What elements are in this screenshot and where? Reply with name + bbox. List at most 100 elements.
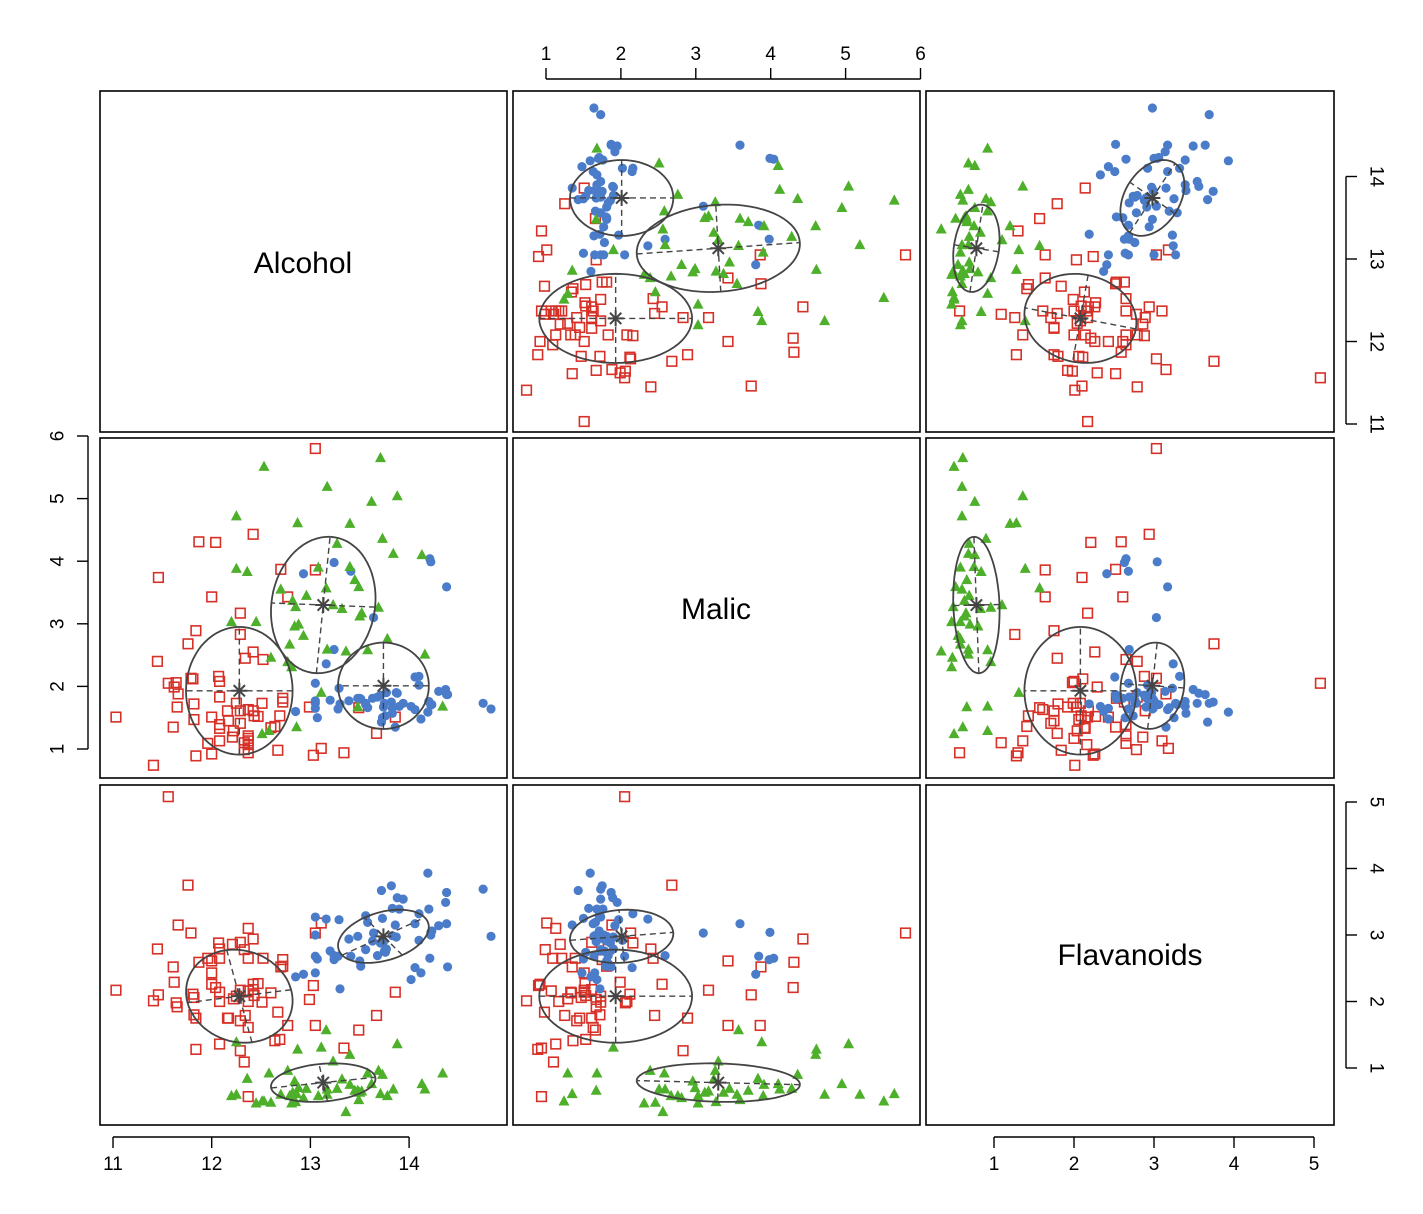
tick-label-alcohol: 12 xyxy=(1366,331,1387,352)
point-class3 xyxy=(282,655,294,667)
point-class3 xyxy=(225,615,237,627)
tick-label-flavanoids: 4 xyxy=(1366,863,1387,874)
point-class2 xyxy=(1068,732,1080,744)
point-class2 xyxy=(206,978,218,990)
point-class2 xyxy=(1069,384,1081,396)
point-class2 xyxy=(242,1090,254,1103)
point-class3 xyxy=(888,194,900,205)
point-class2 xyxy=(624,988,636,1000)
point-class3 xyxy=(996,234,1008,245)
point-class2 xyxy=(547,952,559,964)
point-class2 xyxy=(242,1021,254,1034)
point-class3 xyxy=(320,582,332,593)
point-class2 xyxy=(532,250,545,263)
point-class2 xyxy=(649,1009,661,1022)
point-class3 xyxy=(962,547,974,558)
point-class3 xyxy=(265,651,277,662)
point-class2 xyxy=(257,952,269,964)
point-class3 xyxy=(792,192,804,203)
point-class3 xyxy=(373,601,385,612)
point-class1 xyxy=(344,696,354,706)
tick-label-malic: 2 xyxy=(616,44,627,65)
point-class3 xyxy=(658,205,670,216)
point-class1 xyxy=(1223,156,1233,166)
point-class2 xyxy=(578,415,590,428)
point-class2 xyxy=(247,933,259,945)
tick-label-malic: 6 xyxy=(48,431,69,442)
point-class1 xyxy=(1144,222,1154,232)
point-class3 xyxy=(566,1087,578,1099)
point-class3 xyxy=(982,700,994,711)
panel-frame-flavanoids-vs-alcohol xyxy=(99,784,508,1126)
point-class2 xyxy=(1160,363,1172,376)
point-class1 xyxy=(312,954,322,964)
point-class1 xyxy=(376,885,387,896)
point-class2 xyxy=(586,322,598,334)
point-class2 xyxy=(745,380,757,392)
diag-label-alcohol: Alcohol xyxy=(254,247,352,280)
point-class3 xyxy=(692,298,704,309)
point-class3 xyxy=(724,256,736,267)
point-class2 xyxy=(602,329,614,341)
point-class3 xyxy=(292,517,304,528)
point-class3 xyxy=(293,1081,305,1093)
point-class2 xyxy=(277,696,289,708)
point-class1 xyxy=(423,707,433,717)
point-class1 xyxy=(1095,170,1105,180)
point-class2 xyxy=(797,933,809,945)
point-class2 xyxy=(566,368,578,380)
point-class3 xyxy=(258,460,270,471)
point-class3 xyxy=(810,1048,822,1059)
point-class3 xyxy=(961,573,973,585)
point-class2 xyxy=(554,938,566,950)
point-class3 xyxy=(419,648,431,659)
point-class1 xyxy=(1188,141,1198,151)
point-class2 xyxy=(315,742,327,754)
point-class3 xyxy=(954,246,966,257)
point-class2 xyxy=(666,355,678,367)
point-class2 xyxy=(242,739,254,751)
point-class2 xyxy=(1009,628,1021,641)
point-class1 xyxy=(620,250,630,260)
centroid-mark xyxy=(609,989,623,1003)
point-class2 xyxy=(272,744,284,756)
point-class2 xyxy=(995,308,1007,320)
point-class1 xyxy=(601,961,611,971)
point-class2 xyxy=(1009,311,1021,324)
centroid-mark xyxy=(1074,684,1087,698)
point-class3 xyxy=(718,1086,730,1097)
point-class3 xyxy=(352,701,364,712)
point-class1 xyxy=(628,909,638,919)
point-class2 xyxy=(213,1038,226,1050)
point-class3 xyxy=(312,1089,324,1101)
point-class2 xyxy=(1082,415,1094,428)
point-class2 xyxy=(1051,652,1063,664)
point-class1 xyxy=(1175,671,1185,681)
point-class2 xyxy=(520,995,533,1007)
point-class1 xyxy=(1168,659,1178,669)
point-class3 xyxy=(810,220,822,231)
point-class1 xyxy=(1103,714,1113,724)
point-class3 xyxy=(957,451,969,463)
tick-label-malic: 5 xyxy=(840,44,851,65)
point-class3 xyxy=(963,537,975,548)
point-class2 xyxy=(1156,305,1168,317)
point-class1 xyxy=(298,969,309,979)
point-class3 xyxy=(692,319,704,330)
point-class2 xyxy=(559,198,571,210)
point-class1 xyxy=(1160,686,1170,697)
point-class3 xyxy=(731,277,743,288)
point-class3 xyxy=(374,1087,386,1099)
point-class2 xyxy=(1087,749,1099,761)
point-class2 xyxy=(206,748,218,760)
point-class2 xyxy=(590,364,602,376)
point-class3 xyxy=(952,258,964,269)
point-class2 xyxy=(257,653,269,666)
point-class2 xyxy=(242,703,254,716)
point-class3 xyxy=(657,223,669,234)
point-class1 xyxy=(1163,582,1173,592)
point-class3 xyxy=(607,1041,619,1052)
point-class3 xyxy=(752,305,764,316)
tick-label-malic: 6 xyxy=(915,44,926,65)
